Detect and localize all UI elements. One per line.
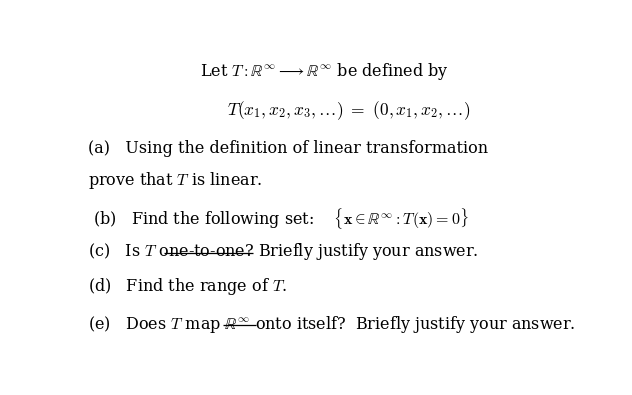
Text: $T(x_1, x_2, x_3, \ldots) \ = \ (0, x_1, x_2, \ldots)$: $T(x_1, x_2, x_3, \ldots) \ = \ (0, x_1,…	[227, 99, 470, 122]
Text: (e)   Does $T$ map $\mathbb{R}^\infty$ onto itself?  Briefly justify your answer: (e) Does $T$ map $\mathbb{R}^\infty$ ont…	[88, 314, 575, 335]
Text: (c)   Is $T$ one-to-one? Briefly justify your answer.: (c) Is $T$ one-to-one? Briefly justify y…	[88, 241, 478, 262]
Text: (b)   Find the following set:    $\{\mathbf{x} \in \mathbb{R}^\infty : T(\mathbf: (b) Find the following set: $\{\mathbf{x…	[88, 206, 468, 231]
Text: Let $T : \mathbb{R}^\infty \longrightarrow \mathbb{R}^\infty$ be defined by: Let $T : \mathbb{R}^\infty \longrightarr…	[200, 61, 448, 82]
Text: (d)   Find the range of $T$.: (d) Find the range of $T$.	[88, 276, 287, 297]
Text: (a)   Using the definition of linear transformation: (a) Using the definition of linear trans…	[88, 140, 488, 157]
Text: prove that $T$ is linear.: prove that $T$ is linear.	[88, 170, 262, 191]
